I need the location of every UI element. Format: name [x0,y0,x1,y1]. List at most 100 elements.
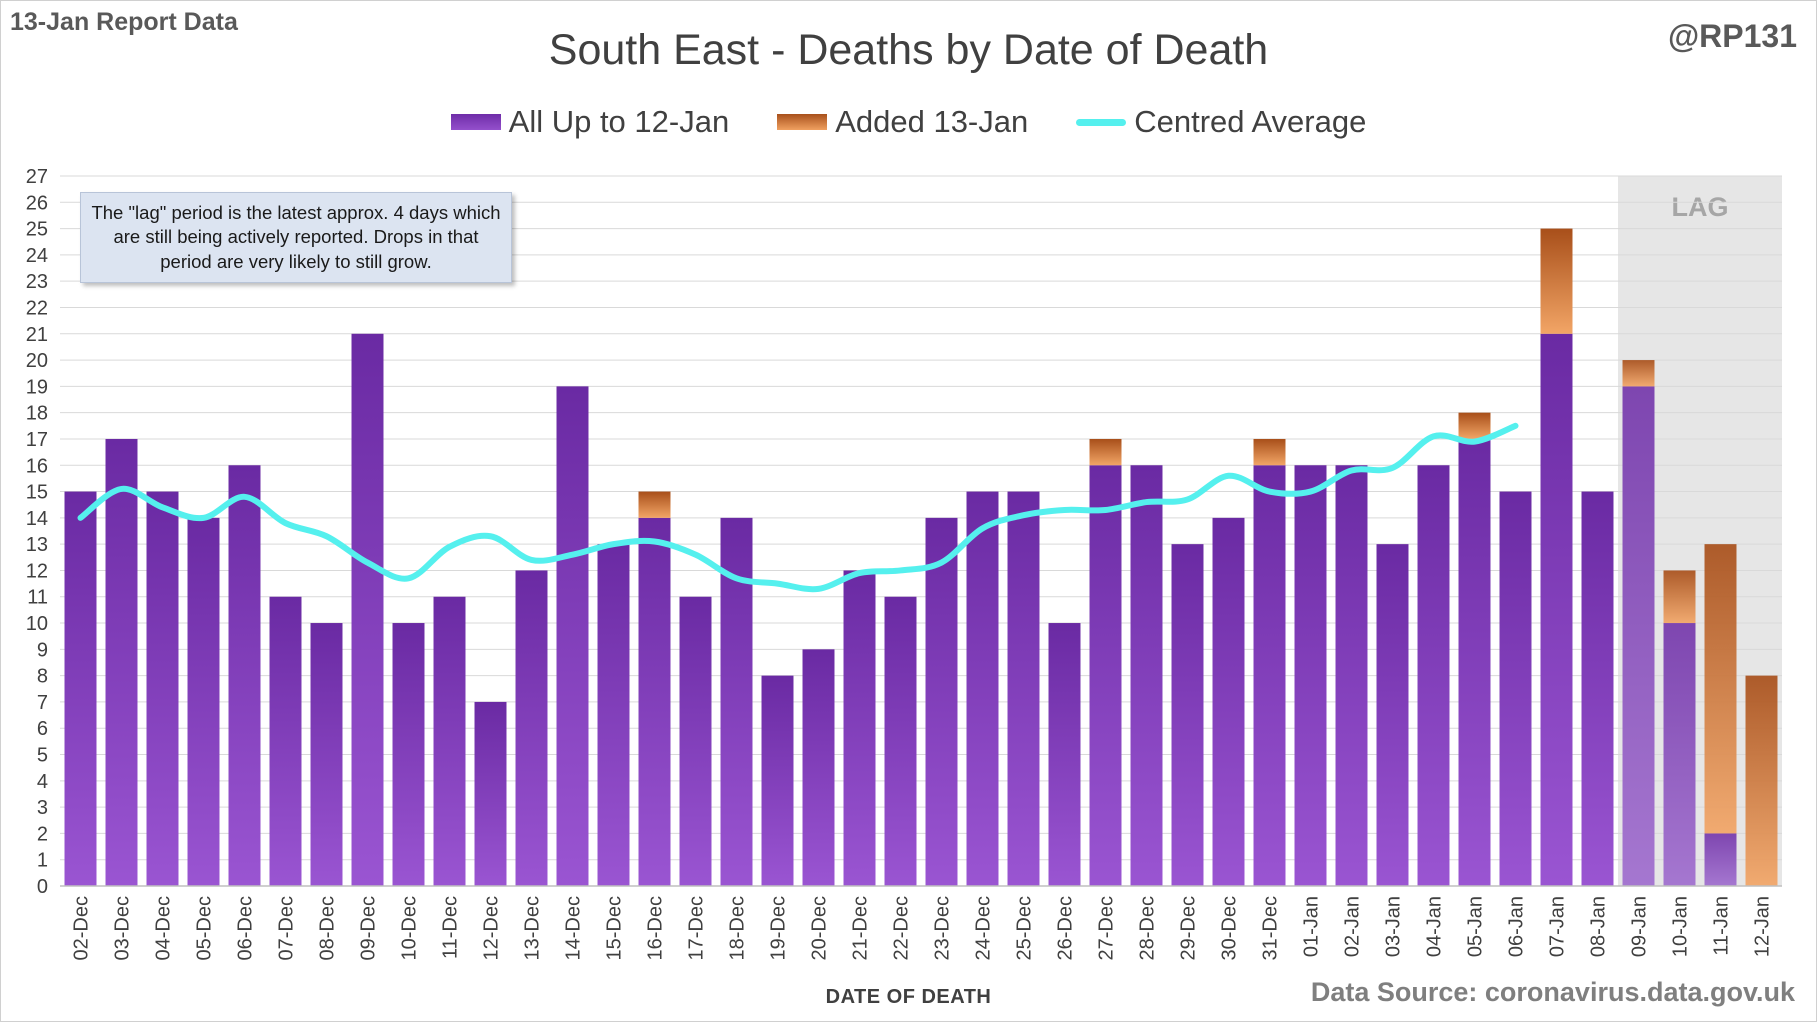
bar-base [351,333,384,886]
y-tick-label: 24 [26,245,48,267]
y-tick-label: 22 [26,297,48,319]
x-tick-label: 08-Dec [317,896,339,960]
y-tick-label: 27 [26,166,48,188]
y-tick-label: 20 [26,350,48,372]
x-tick-label: 30-Dec [1219,896,1241,960]
bar-base [1376,544,1409,886]
bar-base [105,438,138,886]
bar-base [802,649,835,886]
x-tick-label: 05-Dec [194,896,216,960]
x-tick-label: 16-Dec [645,896,667,960]
x-tick-label: 02-Dec [71,896,93,960]
x-tick-label: 05-Jan [1465,896,1487,957]
bar-base [1130,465,1163,886]
bar-base [474,701,507,886]
bar-base [1048,623,1081,886]
legend-label-average: Centred Average [1134,104,1367,139]
x-tick-label: 08-Jan [1588,896,1610,957]
x-tick-label: 06-Jan [1506,896,1528,957]
y-tick-label: 25 [26,219,48,241]
x-tick-label: 03-Jan [1383,896,1405,957]
bar-base [1704,833,1737,886]
bar-base [228,465,261,886]
x-tick-label: 26-Dec [1055,896,1077,960]
x-tick-label: 28-Dec [1137,896,1159,960]
bar-base [392,623,425,886]
x-tick-label: 23-Dec [932,896,954,960]
x-tick-label: 15-Dec [604,896,626,960]
y-tick-label: 15 [26,482,48,504]
bar-base [1253,465,1286,886]
x-tick-label: 18-Dec [727,896,749,960]
bar-added [638,491,671,518]
bar-added [1540,228,1573,334]
bar-base [925,517,958,886]
bar-base [1171,544,1204,886]
x-tick-label: 10-Jan [1670,896,1692,957]
bar-added [1663,570,1696,624]
y-tick-label: 18 [26,403,48,425]
y-tick-label: 4 [37,771,48,793]
bar-base [597,544,630,886]
x-tick-label: 01-Jan [1301,896,1323,957]
bar-base [1007,491,1040,886]
x-tick-label: 19-Dec [768,896,790,960]
x-tick-label: 27-Dec [1096,896,1118,960]
bar-base [64,491,97,886]
x-tick-label: 07-Jan [1547,896,1569,957]
legend-swatch-added [777,114,828,130]
x-tick-label: 09-Dec [358,896,380,960]
legend-label-added: Added 13-Jan [835,104,1029,139]
bar-base [761,675,794,886]
bar-added [1704,544,1737,834]
x-tick-label: 29-Dec [1178,896,1200,960]
x-tick-label: 31-Dec [1260,896,1282,960]
x-tick-label: 07-Dec [276,896,298,960]
y-tick-label: 10 [26,613,48,635]
x-tick-label: 09-Jan [1629,896,1651,957]
bar-added [1089,438,1122,466]
bar-added [1745,675,1778,886]
centred-average-line [77,422,1519,593]
bar-base [1212,517,1245,886]
x-tick-label: 04-Dec [153,896,175,960]
x-tick-label: 13-Dec [522,896,544,960]
x-tick-label: 02-Jan [1342,896,1364,957]
bar-added [1253,438,1286,466]
y-tick-label: 16 [26,455,48,477]
y-tick-label: 7 [37,692,48,714]
bar-base [1335,465,1368,886]
bar-base [433,596,466,886]
bar-base [1499,491,1532,886]
y-tick-label: 23 [26,271,48,293]
x-axis-title: DATE OF DEATH [825,986,992,1008]
bar-base [515,570,548,886]
x-tick-label: 04-Jan [1424,896,1446,957]
chart-title: South East - Deaths by Date of Death [548,26,1269,74]
chart-legend: All Up to 12-Jan Added 13-Jan Centred Av… [0,104,1817,140]
x-tick-label: 06-Dec [235,896,257,960]
bar-base [1089,465,1122,886]
bar-base [843,570,876,886]
legend-label-base: All Up to 12-Jan [508,104,730,139]
y-tick-label: 21 [26,324,48,346]
legend-item-average: Centred Average [1076,104,1366,140]
x-tick-label: 24-Dec [973,896,995,960]
x-tick-label: 12-Jan [1752,896,1774,957]
x-tick-label: 22-Dec [891,896,913,960]
y-tick-label: 19 [26,376,48,398]
y-tick-label: 1 [37,850,48,872]
x-tick-label: 17-Dec [686,896,708,960]
lag-annotation-note: The "lag" period is the latest approx. 4… [80,192,512,284]
x-tick-label: 14-Dec [563,896,585,960]
bar-base [679,596,712,886]
y-tick-label: 26 [26,192,48,214]
y-tick-label: 14 [26,508,48,530]
y-tick-label: 3 [37,797,48,819]
y-tick-label: 2 [37,823,48,845]
bar-base [1622,386,1655,886]
legend-item-base: All Up to 12-Jan [450,104,730,140]
bar-base [310,623,343,886]
bar-base [1417,465,1450,886]
